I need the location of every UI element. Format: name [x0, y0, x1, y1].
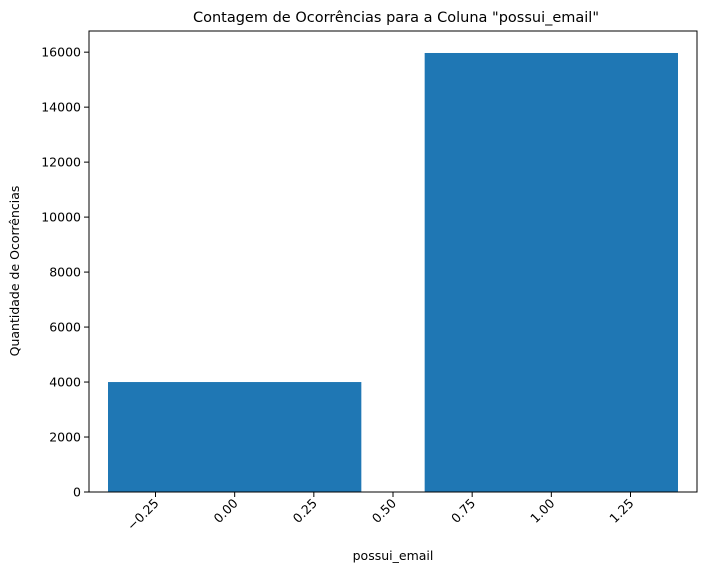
bar-0 — [108, 382, 362, 492]
x-axis-ticks: −0.25 0.00 0.25 0.50 0.75 1.00 1.25 — [124, 492, 637, 533]
bar-1 — [424, 52, 678, 493]
x-axis-label: possui_email — [353, 548, 434, 563]
y-tick-label: 16000 — [41, 45, 81, 60]
x-tick-label: 0.25 — [290, 496, 320, 526]
y-axis-ticks: 0 2000 4000 6000 8000 10000 12000 14000 16000 — [41, 45, 89, 500]
y-tick-label: 8000 — [49, 265, 81, 280]
y-tick-label: 2000 — [49, 430, 81, 445]
bars-group — [108, 52, 678, 493]
x-tick-label: 0.75 — [448, 496, 478, 526]
y-axis-label: Quantidade de Ocorrências — [7, 186, 22, 357]
x-tick-label: 1.00 — [527, 495, 557, 525]
y-tick-label: 4000 — [49, 375, 81, 390]
y-tick-label: 6000 — [49, 320, 81, 335]
x-tick-label: 1.25 — [606, 496, 636, 526]
y-tick-label: 14000 — [41, 100, 81, 115]
plot-frame — [88, 30, 698, 493]
x-tick-label: 0.50 — [369, 495, 399, 525]
y-tick-label: 0 — [73, 485, 81, 500]
x-tick-label: −0.25 — [124, 496, 162, 534]
y-tick-label: 12000 — [41, 155, 81, 170]
y-tick-label: 10000 — [41, 210, 81, 225]
chart-title: Contagem de Ocorrências para a Coluna "p… — [193, 10, 599, 26]
x-tick-label: 0.00 — [210, 495, 240, 525]
